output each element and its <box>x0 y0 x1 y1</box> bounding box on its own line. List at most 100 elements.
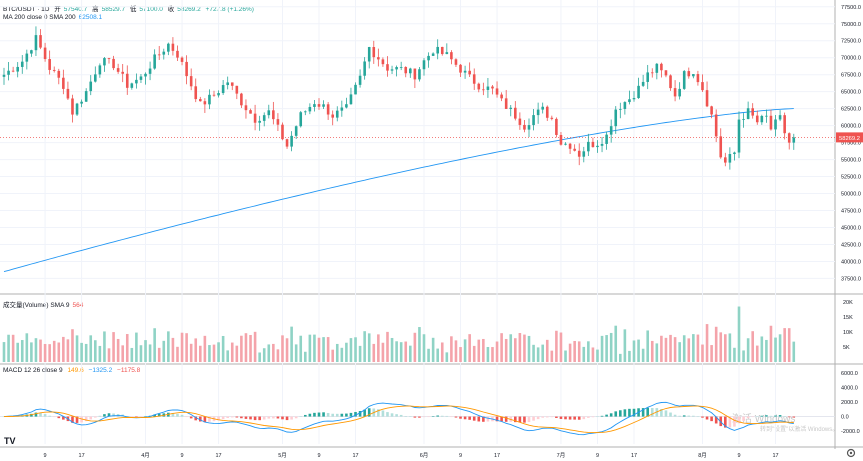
volume-bar <box>454 340 458 362</box>
volume-bar <box>139 345 143 362</box>
volume-bar <box>386 331 389 362</box>
macd-hist-bar <box>778 415 782 417</box>
macd-hist-bar <box>472 416 476 421</box>
candle <box>367 46 371 69</box>
macd-hist-bar <box>536 416 540 420</box>
volume-bar <box>358 345 362 362</box>
volume-bar <box>121 345 124 362</box>
candle <box>710 105 713 119</box>
candle <box>203 98 207 113</box>
volume-bar <box>317 337 321 362</box>
candle <box>678 82 681 100</box>
candle-body <box>103 58 106 66</box>
volume-bar <box>724 334 727 362</box>
volume-bar <box>372 343 376 362</box>
candle <box>541 102 544 114</box>
candle-body <box>80 101 83 104</box>
candle-body <box>409 68 412 74</box>
price-tick-label: 60000.0 <box>841 124 861 130</box>
volume-bar <box>491 347 494 362</box>
candle-body <box>162 51 166 55</box>
candle-body <box>7 70 10 75</box>
macd-hist-bar <box>157 413 161 417</box>
volume-bar <box>80 342 83 362</box>
price-tick-label: 55000.0 <box>841 158 861 164</box>
candle-body <box>596 145 599 148</box>
volume-bar <box>418 327 421 362</box>
macd-hist-bar <box>518 416 522 423</box>
candle-body <box>89 81 93 92</box>
macd-hist-bar <box>532 416 535 421</box>
time-tick-label: 4月 <box>141 452 150 459</box>
high-label: 高 <box>92 6 99 13</box>
candle <box>11 66 15 73</box>
macd-hist-bar <box>139 416 143 418</box>
volume-tick-label: 5K <box>843 345 850 351</box>
macd-hist-bar <box>203 416 207 423</box>
macd-legend[interactable]: MACD 12 26 close 9 149.6 −1325.2 −1175.8 <box>3 367 143 374</box>
candle <box>340 100 344 117</box>
macd-hist-bar <box>486 416 490 422</box>
settings-gear-icon[interactable] <box>846 448 856 458</box>
candle-body <box>317 104 321 107</box>
candle-body <box>358 75 362 85</box>
macd-hist-bar <box>559 416 563 419</box>
candle-body <box>564 143 567 145</box>
price-tick-label: 45000.0 <box>841 225 861 231</box>
macd-hist-bar <box>317 412 321 417</box>
candle-body <box>591 141 595 148</box>
candle-body <box>751 108 754 116</box>
symbol-label[interactable]: BTC/USDT · 1D <box>3 6 50 13</box>
macd-hist-bar <box>514 416 517 423</box>
candle-body <box>235 85 239 94</box>
candle-body <box>696 74 700 83</box>
macd-hist-bar <box>445 415 449 417</box>
candle-body <box>468 70 471 75</box>
candle <box>103 56 106 72</box>
candle-body <box>568 143 572 149</box>
macd-hist-bar <box>596 416 599 418</box>
macd-hist-bar <box>500 416 503 422</box>
macd-hist-bar <box>208 416 211 422</box>
macd-tick-label: 0.0 <box>841 415 849 421</box>
candle <box>468 62 471 78</box>
volume-bar <box>765 339 768 362</box>
volume-bar <box>253 331 257 362</box>
candle <box>559 131 563 146</box>
candle <box>609 119 613 143</box>
candle-body <box>787 133 791 143</box>
volume-bar <box>523 334 526 362</box>
candle-body <box>573 148 576 151</box>
candle-body <box>290 135 293 147</box>
candle-body <box>326 104 330 115</box>
volume-value: 564 <box>72 302 84 309</box>
candle-body <box>609 126 613 135</box>
candle <box>162 48 166 60</box>
macd-hist-bar <box>94 416 97 418</box>
volume-bar <box>244 333 248 362</box>
candle <box>605 131 608 150</box>
volume-legend[interactable]: 成交量(Volume) SMA 9 564 <box>3 299 86 309</box>
macd-hist-bar <box>564 416 567 420</box>
volume-bar <box>463 339 467 362</box>
candle <box>226 76 229 90</box>
candle <box>646 64 649 90</box>
volume-bar <box>518 333 522 362</box>
volume-tick-label: 15K <box>843 315 853 321</box>
ma-legend[interactable]: MA 200 close 0 SMA 200 62508.1 <box>3 14 105 21</box>
macd-pane <box>0 401 835 436</box>
candle <box>299 110 303 128</box>
macd-hist-bar <box>463 416 467 420</box>
macd-hist-bar <box>335 413 339 417</box>
macd-hist-bar <box>664 410 668 417</box>
time-tick-label: 5月 <box>278 452 287 459</box>
volume-bar <box>103 331 106 362</box>
volume-bar <box>705 324 709 362</box>
macd-hist-bar <box>62 416 65 420</box>
macd-hist-bar <box>34 412 38 417</box>
candle-body <box>669 75 672 89</box>
volume-bar <box>564 350 567 362</box>
candle-body <box>212 94 216 96</box>
volume-bar <box>587 341 590 362</box>
